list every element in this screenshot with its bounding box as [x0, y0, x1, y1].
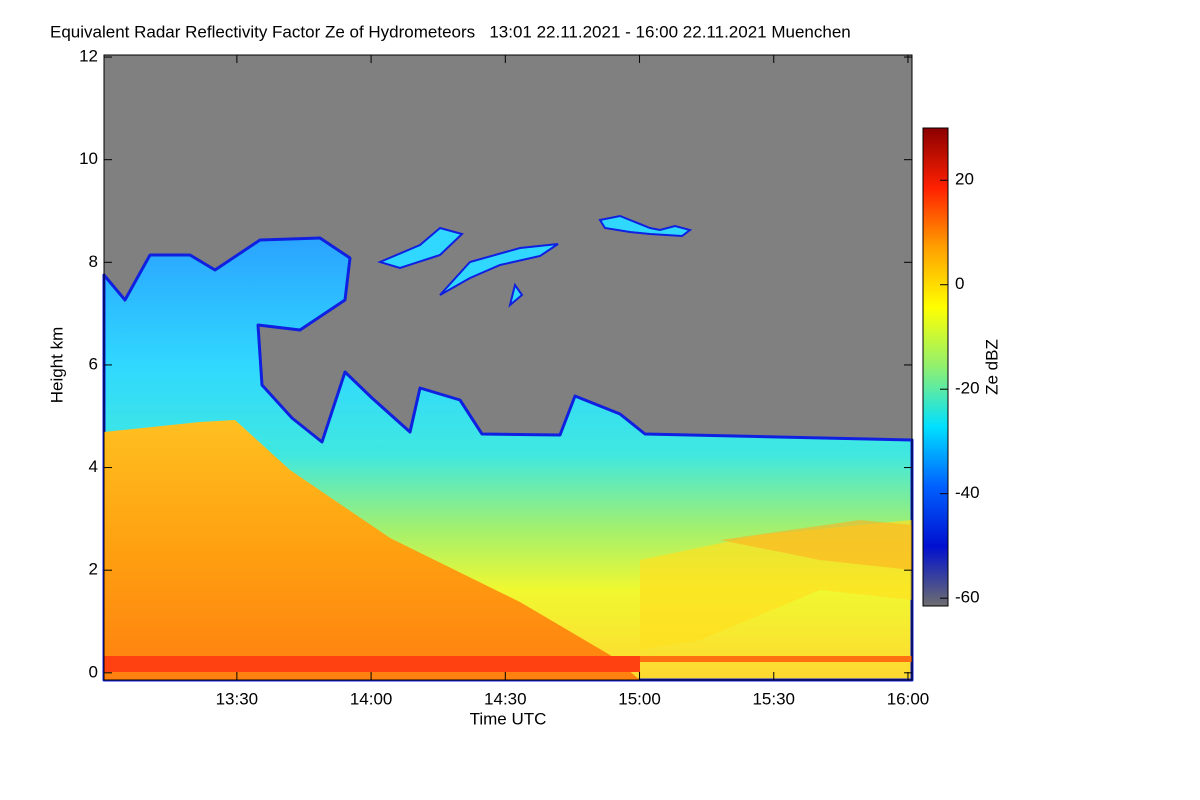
colorbar-tick-label: -20 — [955, 379, 980, 398]
y-tick-label: 6 — [89, 354, 98, 373]
x-tick-label: 14:00 — [350, 689, 393, 708]
colorbar — [922, 127, 949, 607]
plot-field — [102, 55, 914, 682]
plot-frame — [103, 54, 913, 681]
colorbar-tick-label: -40 — [955, 483, 980, 502]
colorbar-tick-label: 0 — [955, 274, 964, 293]
y-tick-label: 10 — [79, 149, 98, 168]
colorbar-label: Ze dBZ — [982, 339, 1001, 395]
y-axis-label: Height km — [47, 327, 66, 404]
y-tick-label: 2 — [89, 560, 98, 579]
chart-title: Equivalent Radar Reflectivity Factor Ze … — [50, 22, 851, 41]
y-tick-label: 4 — [89, 457, 98, 476]
x-tick-label: 14:30 — [484, 689, 527, 708]
y-tick-label: 8 — [89, 252, 98, 271]
colorbar-tick-label: 20 — [955, 170, 974, 189]
colorbar-tick-label: -60 — [955, 588, 980, 607]
x-tick-label: 13:30 — [216, 689, 259, 708]
x-tick-label: 16:00 — [887, 689, 930, 708]
y-tick-label: 12 — [79, 47, 98, 66]
x-tick-label: 15:30 — [752, 689, 795, 708]
y-tick-label: 0 — [89, 662, 98, 681]
x-axis-label: Time UTC — [470, 709, 547, 728]
x-tick-label: 15:00 — [618, 689, 661, 708]
